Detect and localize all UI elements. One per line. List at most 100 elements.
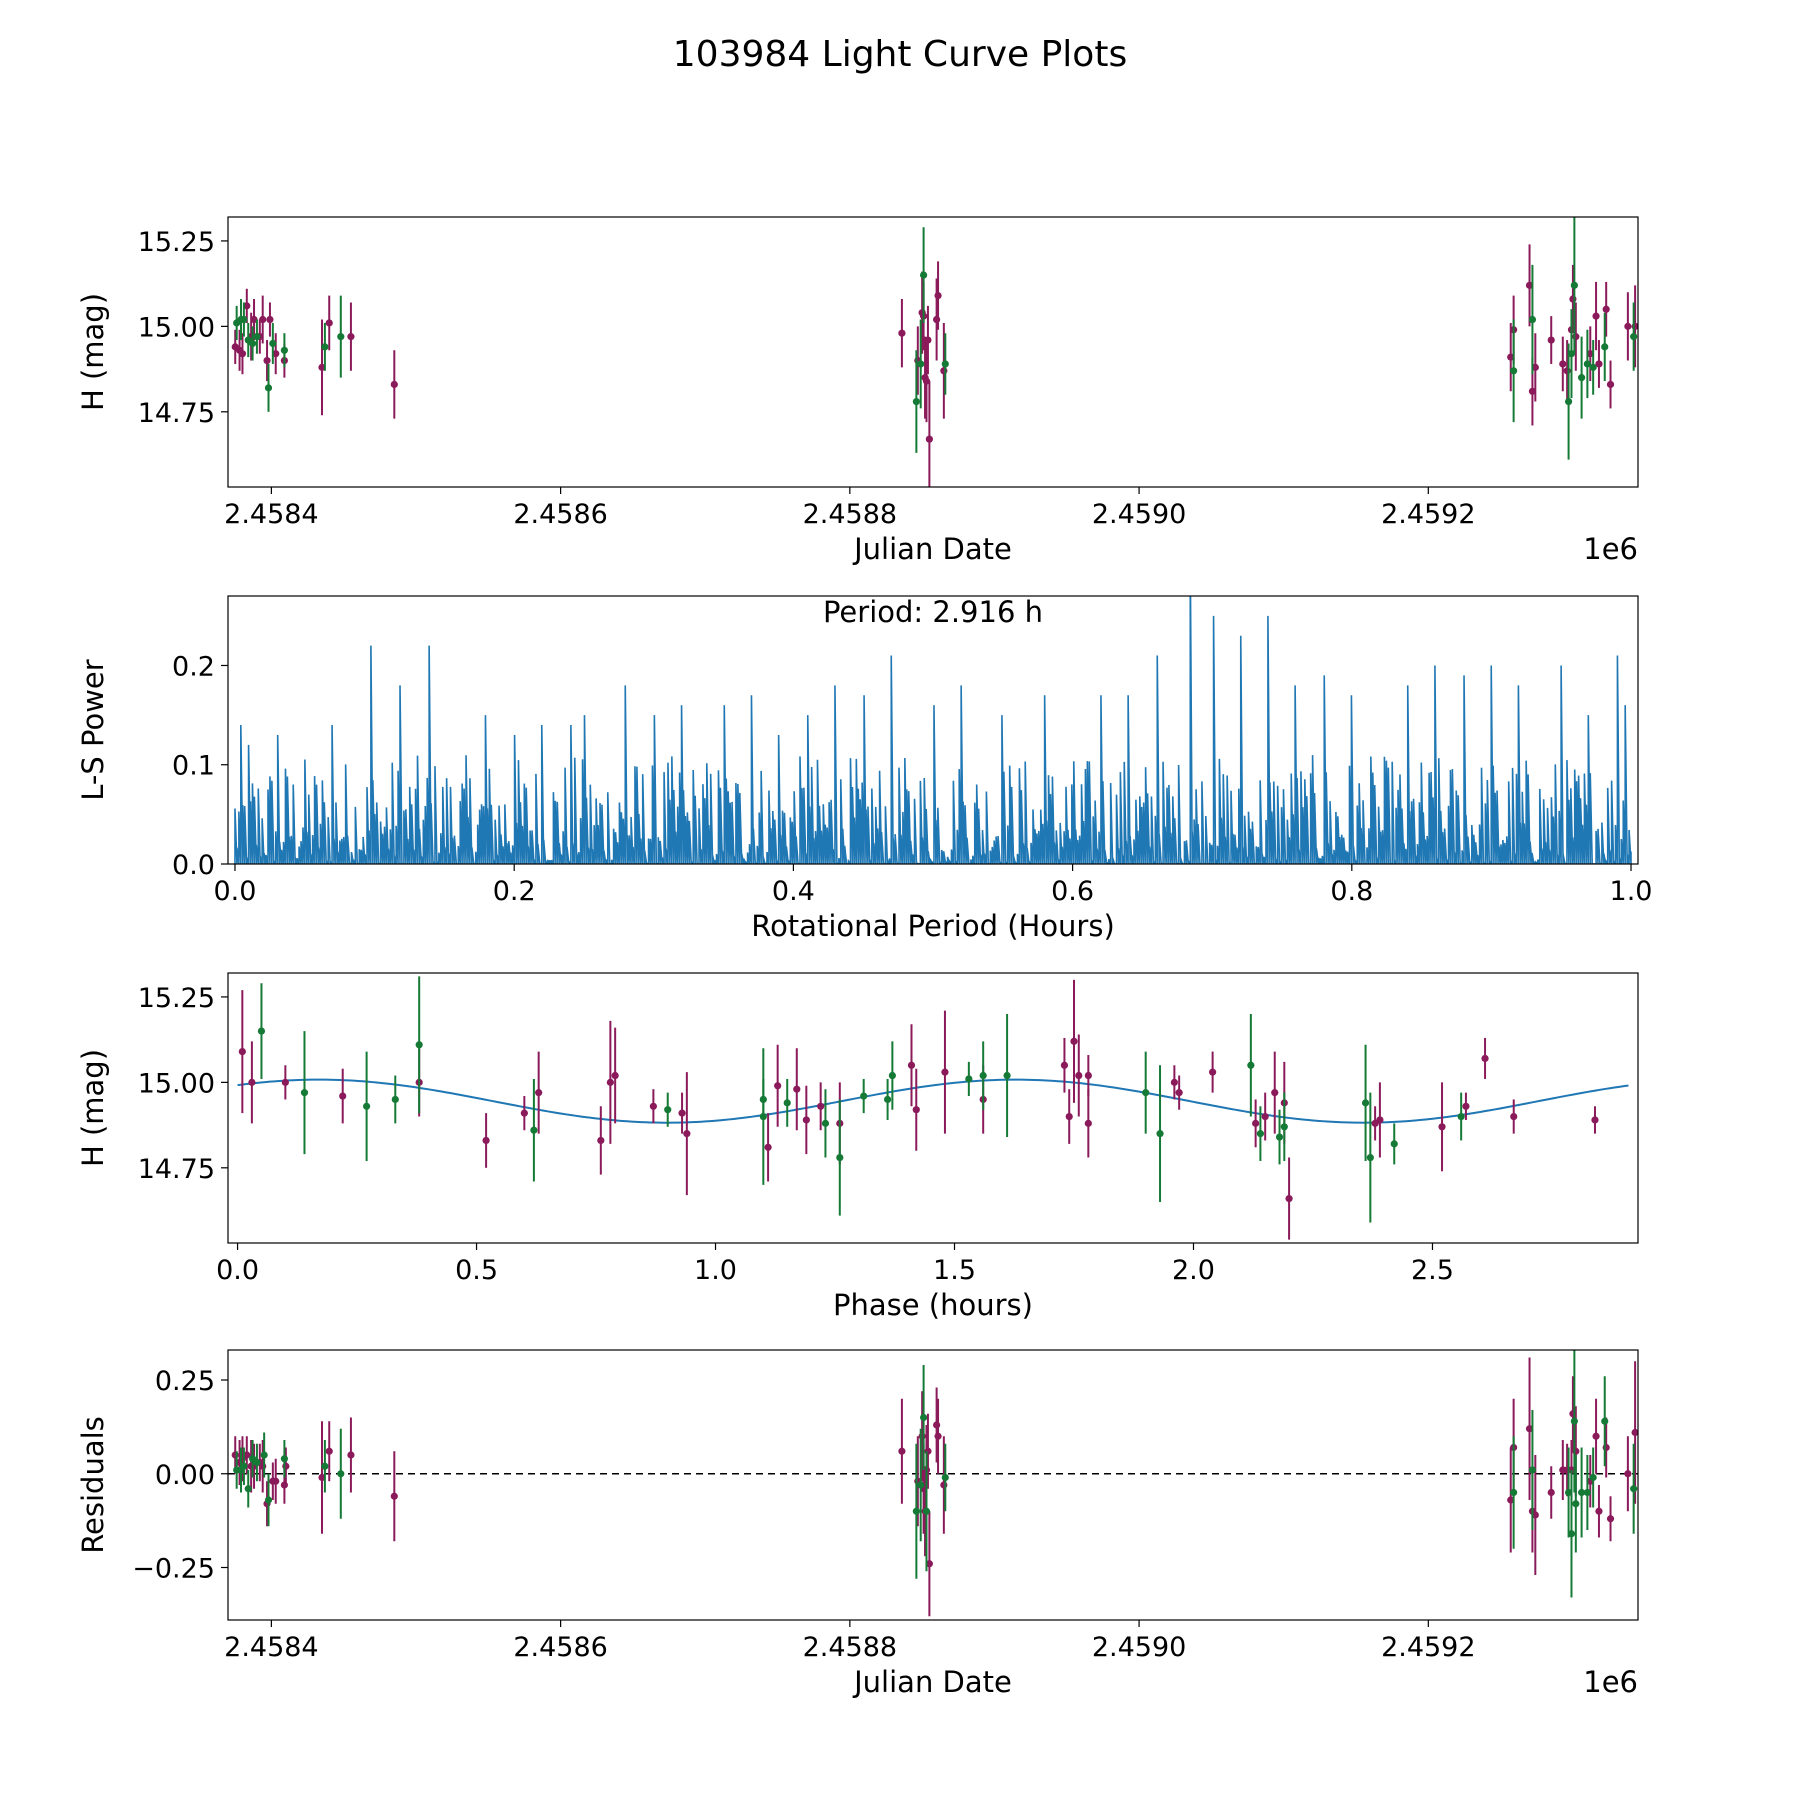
data-marker: [325, 1447, 333, 1455]
data-point: [321, 322, 329, 371]
x-axis-label: Julian Date: [852, 532, 1012, 566]
data-marker: [231, 1451, 239, 1459]
data-marker: [1510, 1112, 1518, 1121]
data-point: [920, 1365, 928, 1470]
data-point: [1547, 1466, 1555, 1519]
y-tick-label: 14.75: [138, 1154, 215, 1185]
data-point: [321, 1440, 329, 1493]
data-point: [920, 227, 928, 323]
data-marker: [240, 1462, 248, 1470]
data-marker: [611, 1071, 619, 1080]
data-marker: [248, 1078, 256, 1086]
data-marker: [933, 315, 941, 324]
data-point: [1271, 1051, 1279, 1134]
data-point: [1361, 1044, 1370, 1161]
data-marker: [1510, 367, 1518, 375]
data-marker: [1592, 1432, 1600, 1440]
x-tick-label: 1.5: [933, 1255, 976, 1286]
data-point: [1531, 333, 1539, 402]
data-point: [1578, 1447, 1586, 1538]
data-marker: [1510, 1488, 1518, 1497]
data-point: [482, 1113, 490, 1168]
data-marker: [300, 1089, 309, 1097]
data-marker: [933, 1421, 941, 1429]
data-marker: [318, 1473, 326, 1482]
data-marker: [1589, 363, 1597, 371]
data-marker: [683, 1130, 691, 1138]
data-point: [390, 350, 398, 419]
data-point: [347, 302, 355, 371]
data-marker: [1630, 1485, 1638, 1493]
data-point: [1060, 1037, 1069, 1093]
data-marker: [390, 1492, 398, 1500]
data-point: [535, 1051, 543, 1134]
data-point: [965, 1061, 973, 1097]
data-point: [1175, 1075, 1183, 1110]
data-point: [244, 1470, 252, 1508]
data-point: [339, 1068, 347, 1124]
data-marker: [482, 1136, 490, 1145]
data-point: [941, 1443, 949, 1512]
data-marker: [940, 1481, 948, 1489]
data-point: [907, 1024, 916, 1107]
data-marker: [1602, 1443, 1610, 1452]
data-point: [1624, 292, 1632, 361]
data-marker: [1578, 1488, 1586, 1497]
data-point: [390, 1451, 398, 1542]
x-axis-label: Julian Date: [852, 1665, 1012, 1699]
data-point: [1570, 1350, 1578, 1493]
data-marker: [817, 1102, 825, 1110]
data-marker: [920, 1413, 928, 1422]
x-tick-label: 0.5: [455, 1255, 498, 1286]
data-marker: [321, 1462, 329, 1470]
data-marker: [924, 1447, 932, 1455]
data-point: [1589, 340, 1597, 395]
y-tick-label: 0.00: [155, 1460, 215, 1491]
data-point: [1592, 281, 1600, 351]
data-point: [836, 1099, 844, 1216]
data-marker: [1624, 1470, 1632, 1478]
y-tick-label: 15.00: [138, 312, 215, 343]
data-point: [1630, 302, 1638, 371]
data-point: [269, 322, 277, 364]
data-marker: [1462, 1102, 1470, 1110]
data-marker: [1583, 1488, 1591, 1497]
data-marker: [321, 343, 329, 351]
data-point: [238, 333, 247, 375]
data-marker: [1564, 397, 1573, 406]
data-marker: [597, 1136, 605, 1145]
data-point: [318, 319, 326, 416]
data-point: [266, 302, 274, 337]
data-marker: [1531, 1511, 1539, 1519]
data-marker: [1631, 1428, 1638, 1437]
data-marker: [664, 1106, 672, 1114]
data-point: [1583, 1455, 1591, 1530]
x-tick-label: 2.4588: [803, 499, 897, 530]
data-marker: [1595, 360, 1603, 368]
data-marker: [1531, 363, 1539, 371]
data-point: [240, 302, 248, 337]
data-point: [1606, 360, 1615, 409]
data-point: [925, 381, 933, 487]
data-point: [248, 1041, 256, 1124]
data-marker: [1606, 1515, 1615, 1523]
data-point: [1567, 1470, 1576, 1598]
data-point: [1624, 1436, 1632, 1512]
x-tick-label: 2.4586: [513, 499, 607, 530]
data-marker: [390, 380, 398, 389]
data-point: [1285, 1157, 1293, 1240]
data-marker: [248, 339, 257, 348]
data-marker: [391, 1095, 399, 1104]
data-point: [1376, 1082, 1384, 1158]
data-marker: [912, 397, 920, 406]
x-tick-label: 2.4592: [1381, 499, 1475, 530]
data-marker: [912, 1507, 920, 1515]
data-point: [391, 1075, 399, 1124]
data-marker: [1567, 1530, 1576, 1538]
data-point: [649, 1089, 657, 1124]
data-marker: [264, 384, 273, 392]
x-tick-label: 0.4: [772, 876, 815, 907]
data-point: [1507, 322, 1515, 392]
data-point: [924, 305, 932, 375]
y-tick-label: 14.75: [138, 398, 215, 429]
